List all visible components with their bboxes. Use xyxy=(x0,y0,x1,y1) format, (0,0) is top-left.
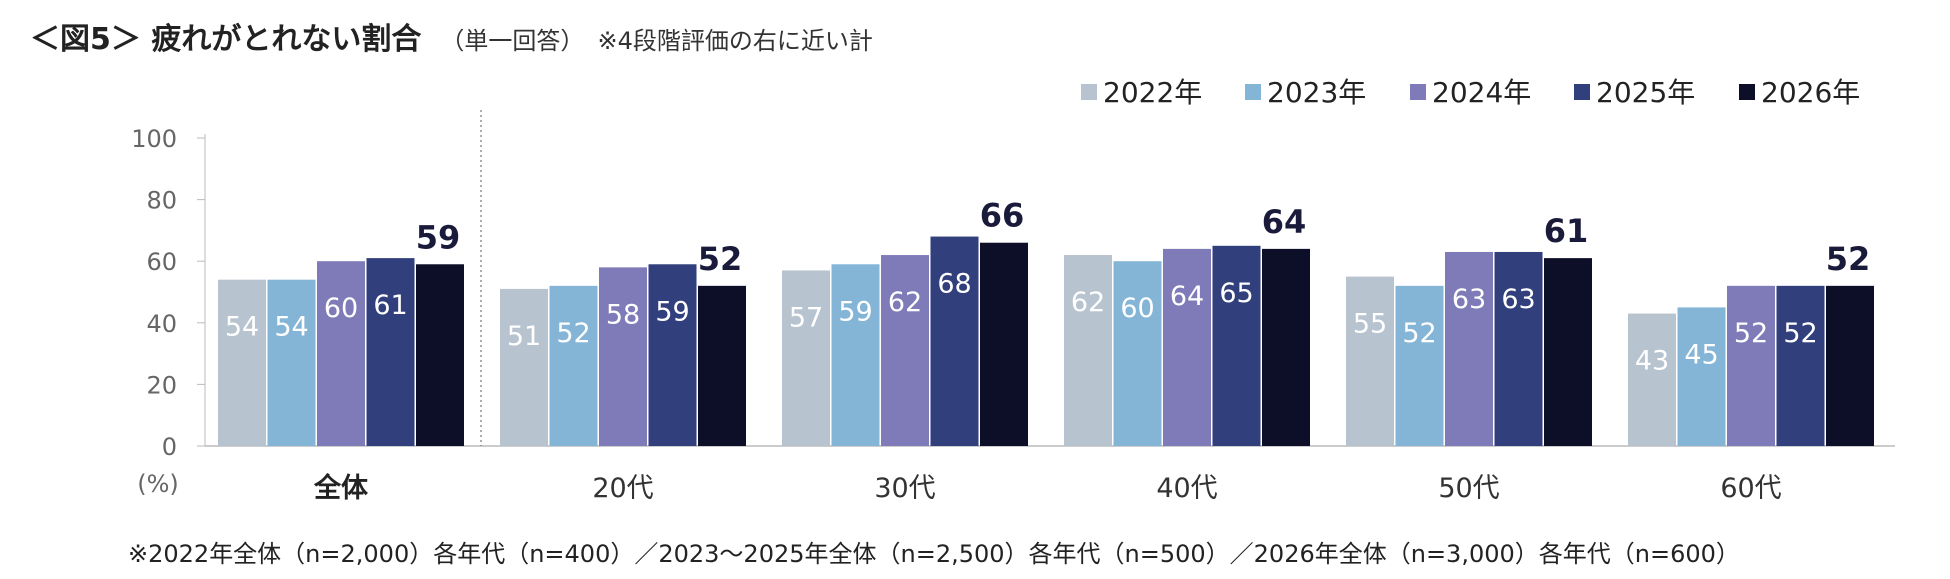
bar xyxy=(1628,313,1676,446)
bar xyxy=(1212,245,1261,446)
bar xyxy=(1727,285,1775,446)
bar-value-label: 55 xyxy=(1353,309,1387,340)
bar-value-label: 45 xyxy=(1684,339,1718,370)
legend-swatch xyxy=(1245,84,1261,100)
bar-value-label: 52 xyxy=(1402,318,1436,349)
chart-title: ＜図5＞ 疲れがとれない割合 xyxy=(30,22,422,57)
bar xyxy=(1544,258,1592,446)
bar xyxy=(599,267,647,446)
bar xyxy=(930,236,979,446)
bar xyxy=(1494,251,1543,446)
bar xyxy=(1776,285,1825,446)
bar xyxy=(782,270,830,446)
category-label: 40代 xyxy=(1156,473,1217,504)
legend-label: 2026年 xyxy=(1761,76,1860,109)
legend-label: 2023年 xyxy=(1267,76,1366,109)
bar xyxy=(1677,307,1726,446)
bar xyxy=(1395,285,1444,446)
bar-value-label: 52 xyxy=(1734,318,1768,349)
bar-value-label: 64 xyxy=(1170,281,1204,312)
bar-value-label: 66 xyxy=(980,197,1025,235)
bar-value-label: 68 xyxy=(937,269,971,300)
bar xyxy=(218,279,266,446)
bar xyxy=(1346,276,1394,446)
category-label: 60代 xyxy=(1720,473,1781,504)
bar xyxy=(1826,285,1874,446)
bar xyxy=(317,261,365,446)
bar xyxy=(366,258,415,446)
bar xyxy=(1262,248,1310,446)
legend-label: 2025年 xyxy=(1596,76,1695,109)
bar xyxy=(549,285,598,446)
bar-value-label: 52 xyxy=(698,240,743,278)
bar-value-label: 62 xyxy=(1071,287,1105,318)
bar-value-label: 43 xyxy=(1635,346,1669,377)
legend-swatch xyxy=(1410,84,1426,100)
legend-label: 2024年 xyxy=(1432,76,1531,109)
bar xyxy=(416,264,464,446)
bar-value-label: 63 xyxy=(1452,284,1486,315)
footnote: ※2022年全体（n=2,000）各年代（n=400）／2023～2025年全体… xyxy=(128,540,1740,568)
category-label: 30代 xyxy=(874,473,935,504)
bar-value-label: 57 xyxy=(789,302,823,333)
y-tick-label: 20 xyxy=(146,371,177,399)
bar xyxy=(1064,255,1112,446)
bar-value-label: 60 xyxy=(1120,293,1154,324)
y-tick-label: 40 xyxy=(146,310,177,338)
bar-value-label: 64 xyxy=(1262,203,1307,241)
y-tick-label: 80 xyxy=(146,187,177,215)
title-row: ＜図5＞ 疲れがとれない割合 （単一回答） ※4段階評価の右に近い計 xyxy=(30,14,873,58)
bar-value-label: 59 xyxy=(416,218,461,256)
bar-value-label: 52 xyxy=(556,318,590,349)
bar xyxy=(1445,251,1493,446)
bar-value-label: 63 xyxy=(1501,284,1535,315)
y-tick-label: 60 xyxy=(146,248,177,276)
bar xyxy=(1113,261,1162,446)
bar-value-label: 59 xyxy=(838,296,872,327)
bar xyxy=(831,264,880,446)
y-tick-label: 0 xyxy=(162,433,177,461)
y-tick-label: 100 xyxy=(131,125,177,153)
bar-value-label: 61 xyxy=(373,290,407,321)
legend-label: 2022年 xyxy=(1103,76,1202,109)
category-label: 20代 xyxy=(592,473,653,504)
bar xyxy=(648,264,697,446)
bar-value-label: 54 xyxy=(225,312,259,343)
legend-swatch xyxy=(1081,84,1097,100)
bar xyxy=(267,279,316,446)
legend-swatch xyxy=(1739,84,1755,100)
legend-swatch xyxy=(1574,84,1590,100)
bar-value-label: 60 xyxy=(324,293,358,324)
chart-note: ※4段階評価の右に近い計 xyxy=(597,27,873,55)
bar-value-label: 65 xyxy=(1219,278,1253,309)
bar xyxy=(881,255,929,446)
bar-value-label: 61 xyxy=(1544,212,1589,250)
bar-chart: 0 20 40 60 80 100 (%) 54 54 60 61 59 全体 51 52 58 59 52 20代… xyxy=(131,76,1895,504)
bar xyxy=(980,242,1028,446)
bar-value-label: 62 xyxy=(888,287,922,318)
bar-value-label: 51 xyxy=(507,321,541,352)
category-label: 50代 xyxy=(1438,473,1499,504)
category-label: 全体 xyxy=(313,472,369,504)
y-axis-unit: (%) xyxy=(137,470,179,498)
bar xyxy=(500,288,548,446)
chart-subtitle: （単一回答） xyxy=(440,27,585,55)
bar-value-label: 59 xyxy=(655,296,689,327)
bar xyxy=(698,285,746,446)
bar-value-label: 58 xyxy=(606,299,640,330)
bar xyxy=(1163,248,1211,446)
bar-value-label: 52 xyxy=(1826,240,1871,278)
bar-value-label: 54 xyxy=(274,312,308,343)
bar-value-label: 52 xyxy=(1783,318,1817,349)
